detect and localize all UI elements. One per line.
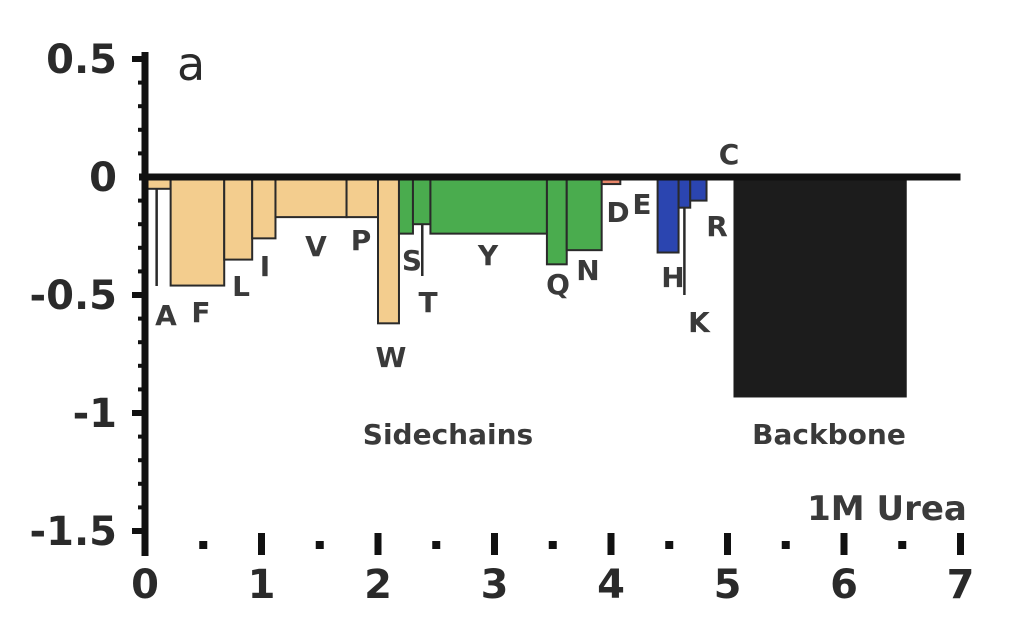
bar-r <box>689 176 708 202</box>
bar-l <box>223 176 254 261</box>
y-tick-label: -1.5 <box>30 509 117 555</box>
backbone-label: Backbone <box>752 418 906 451</box>
x-minor-tick <box>432 541 441 549</box>
x-minor-tick <box>315 541 324 549</box>
bar-label-e: E <box>632 188 651 221</box>
x-tick-label: 4 <box>597 562 625 608</box>
bar-t <box>411 176 432 226</box>
x-tick-label: 3 <box>481 562 509 608</box>
x-minor-tick <box>898 541 907 549</box>
plot-area <box>144 176 907 398</box>
bar-label-y: Y <box>477 239 499 272</box>
sidechains-label: Sidechains <box>363 418 533 451</box>
x-minor-tick <box>199 541 208 549</box>
bar-y <box>429 176 548 235</box>
bar-label-n: N <box>576 254 599 287</box>
bar-i <box>251 176 277 240</box>
bar-label-v: V <box>305 230 327 263</box>
x-major-tick <box>491 533 498 555</box>
y-axis: 0.5 0 -0.5 -1 -1.5 <box>30 37 149 556</box>
bar-label-h: H <box>661 261 684 294</box>
bar-label-c: C <box>719 138 740 171</box>
bar-k <box>677 176 692 209</box>
bar-label-w: W <box>376 341 407 374</box>
bar-label-q: Q <box>546 268 570 301</box>
bar-s <box>397 176 414 235</box>
bar-label-d: D <box>606 196 629 229</box>
x-major-tick <box>607 533 615 555</box>
y-tick-label: 0.5 <box>46 37 117 83</box>
bar-w <box>377 176 400 325</box>
bar-h <box>656 176 680 254</box>
bar-label-p: P <box>351 224 372 257</box>
x-tick-label: 0 <box>131 562 159 608</box>
x-tick-label: 7 <box>947 562 975 608</box>
x-major-tick <box>840 533 848 555</box>
y-tick-label: 0 <box>89 155 117 201</box>
bar-label-f: F <box>191 296 210 329</box>
x-tick-label: 6 <box>830 562 858 608</box>
x-major-tick <box>374 533 382 555</box>
bar-q <box>545 176 568 266</box>
x-minor-tick <box>781 541 790 549</box>
bar-labels: A FLI V P W ST Y Q ND E HK R C <box>155 138 739 374</box>
bar-label-r: R <box>706 210 728 243</box>
x-major-tick <box>258 533 265 555</box>
bar-label-a: A <box>155 299 177 332</box>
bar-f <box>169 176 226 287</box>
x-major-tick <box>724 533 731 555</box>
bar-label-i: I <box>260 250 270 283</box>
bar-n <box>565 176 603 252</box>
x-axis: 0 1 2 3 4 5 6 7 <box>131 173 975 608</box>
bar-label-l: L <box>232 270 250 303</box>
x-minor-tick <box>665 541 674 549</box>
x-tick-label: 5 <box>714 562 742 608</box>
panel-label: a <box>177 37 205 91</box>
condition-label: 1M Urea <box>807 489 967 529</box>
x-tick-label: 2 <box>364 562 392 608</box>
x-tick-label: 1 <box>248 562 276 608</box>
bar-label-t: T <box>418 286 437 319</box>
x-major-tick <box>957 533 964 555</box>
x-minor-tick <box>548 541 557 549</box>
bar-backbone <box>733 176 907 398</box>
bar-p <box>345 176 380 219</box>
bar-v <box>274 176 348 219</box>
y-tick-label: -1 <box>73 391 117 437</box>
bar-label-k: K <box>688 306 711 339</box>
y-tick-label: -0.5 <box>30 273 117 319</box>
bar-label-s: S <box>402 244 422 277</box>
